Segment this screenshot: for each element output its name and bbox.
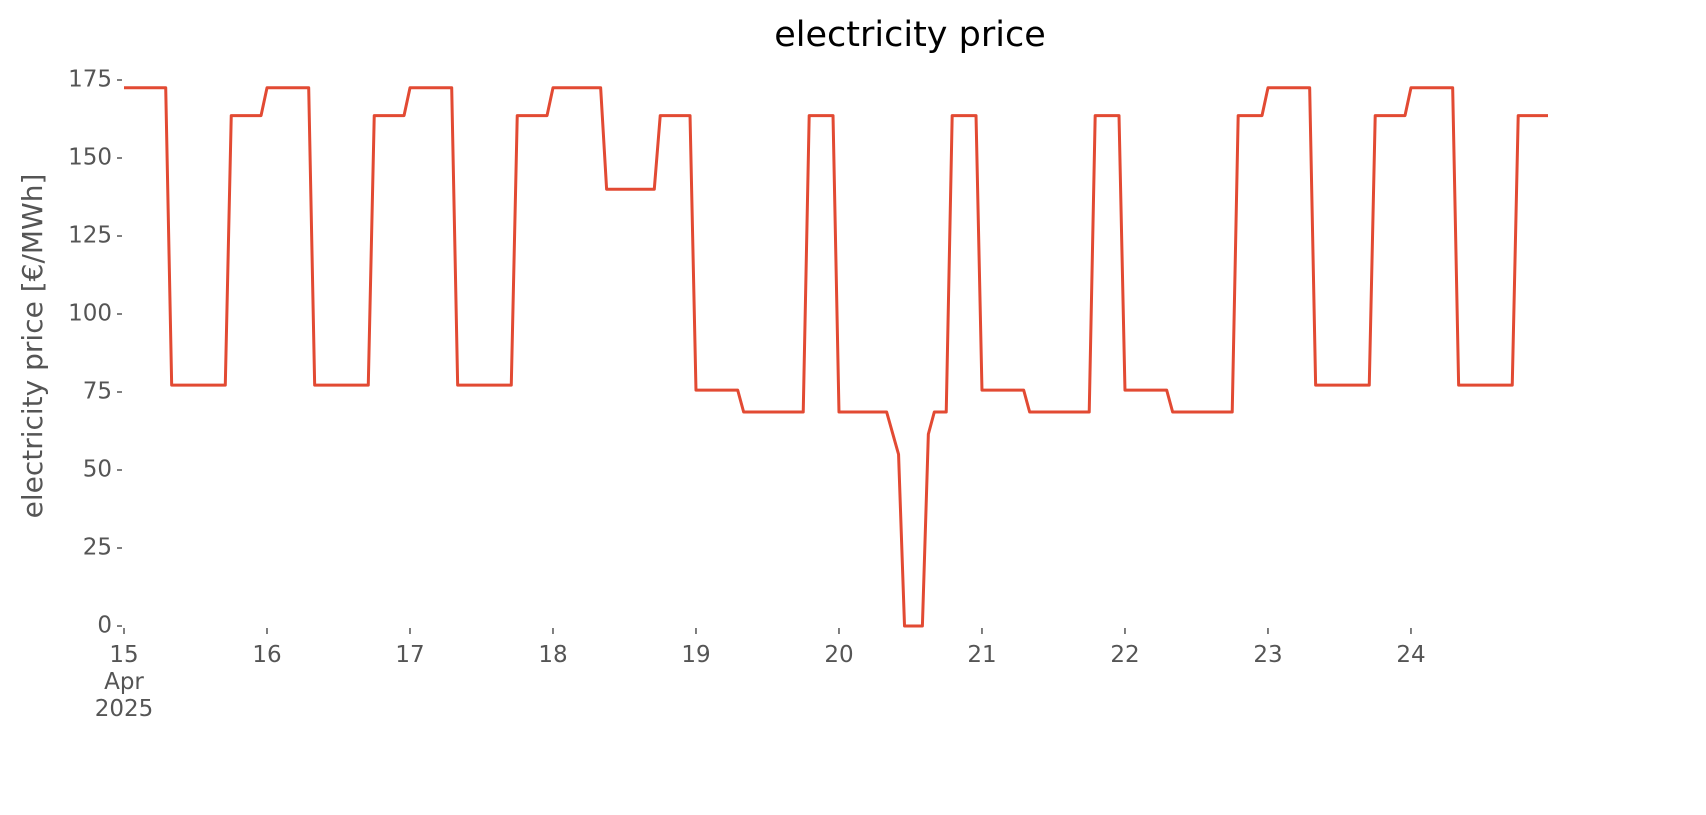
y-tick-label: 125 xyxy=(68,223,112,249)
x-tick-label: 23 xyxy=(1253,642,1283,668)
y-tick-label: 100 xyxy=(68,301,112,327)
y-tick-label: 150 xyxy=(68,145,112,171)
x-tick-label: 24 xyxy=(1396,642,1426,668)
y-axis-label: electricity price [€/MWh] xyxy=(16,174,49,519)
x-tick-label: 16 xyxy=(252,642,282,668)
x-tick-label: 17 xyxy=(395,642,425,668)
x-tick-label: 18 xyxy=(538,642,568,668)
x-tick-label: 21 xyxy=(967,642,997,668)
line-series xyxy=(124,86,1548,628)
y-tick-label: 75 xyxy=(83,379,112,405)
x-tick-label: 22 xyxy=(1110,642,1140,668)
x-tick-label: 20 xyxy=(824,642,854,668)
y-tick-label: 25 xyxy=(83,535,112,561)
x-tick-label: 19 xyxy=(681,642,711,668)
y-tick-label: 50 xyxy=(83,457,112,483)
x-tick-label: 15 Apr 2025 xyxy=(94,642,154,722)
y-tick-label: 175 xyxy=(68,67,112,93)
y-tick-label: 0 xyxy=(97,613,112,639)
chart-title: electricity price xyxy=(774,15,1046,55)
